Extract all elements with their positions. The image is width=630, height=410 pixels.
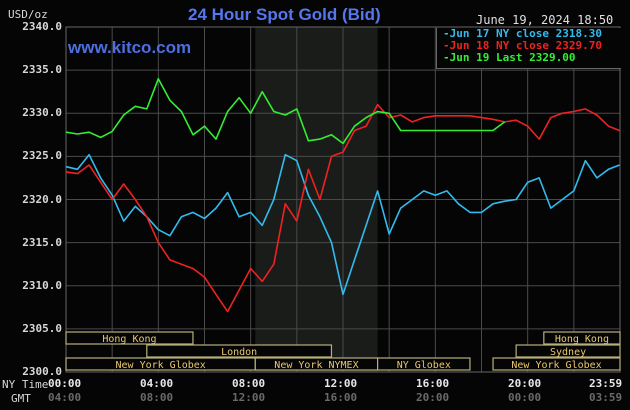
x-axis-label-ny: NY Time: [2, 378, 49, 391]
y-tick: 2335.0: [22, 63, 62, 76]
x-tick-gmt: 12:00: [232, 391, 266, 404]
legend-item-jun18: -Jun 18 NY close 2329.70: [443, 39, 602, 52]
y-tick: 2330.0: [22, 106, 62, 119]
price-series-line-2: [65, 78, 506, 145]
session-bar: [515, 344, 621, 358]
x-tick-gmt: 08:00: [140, 391, 174, 404]
legend-swatch-icon: -: [443, 27, 450, 40]
legend-item-jun17: -Jun 17 NY close 2318.30: [443, 27, 602, 40]
y-tick: 2325.0: [22, 149, 62, 162]
session-label: New York NYMEX: [274, 360, 358, 371]
legend-swatch-icon: -: [443, 39, 450, 52]
x-tick-gmt: 03:59: [589, 391, 623, 404]
session-label: NY Globex: [397, 360, 451, 371]
session-label: New York Globex: [511, 360, 601, 371]
x-tick-ny: 20:00: [508, 377, 542, 390]
x-tick-ny: 04:00: [140, 377, 174, 390]
price-series-line-0: [65, 153, 620, 296]
y-tick: 2340.0: [22, 20, 62, 33]
session-label: New York Globex: [115, 360, 205, 371]
session-bar: [377, 357, 471, 371]
y-tick: 2315.0: [22, 236, 62, 249]
session-bar: [65, 331, 194, 345]
y-tick: 2310.0: [22, 279, 62, 292]
x-tick-gmt: 16:00: [324, 391, 358, 404]
session-bar: [146, 344, 333, 358]
price-series-line-1: [65, 103, 620, 313]
session-label: London: [221, 347, 257, 358]
y-tick: 2300.0: [22, 365, 62, 378]
y-tick: 2320.0: [22, 193, 62, 206]
session-label: Hong Kong: [555, 334, 609, 345]
session-bar: [543, 331, 621, 345]
x-tick-gmt: 04:00: [48, 391, 82, 404]
session-label: Sydney: [550, 347, 586, 358]
session-bar: [492, 357, 621, 371]
session-label: Hong Kong: [102, 334, 156, 345]
x-tick-ny: 16:00: [416, 377, 450, 390]
x-axis-label-gmt: GMT: [11, 392, 31, 405]
x-tick-gmt: 00:00: [508, 391, 542, 404]
x-tick-ny: 00:00: [48, 377, 82, 390]
x-tick-gmt: 20:00: [416, 391, 450, 404]
chart-frame: [65, 26, 621, 373]
legend-item-jun19: -Jun 19 Last 2329.00: [443, 51, 576, 64]
legend-swatch-icon: -: [443, 51, 450, 64]
x-tick-ny: 08:00: [232, 377, 266, 390]
x-tick-ny: 12:00: [324, 377, 358, 390]
y-tick: 2305.0: [22, 322, 62, 335]
x-tick-ny: 23:59: [589, 377, 623, 390]
chart-timestamp: June 19, 2024 18:50: [476, 13, 614, 27]
y-axis-unit: USD/oz: [8, 8, 48, 21]
chart-legend: -Jun 17 NY close 2318.30 -Jun 18 NY clos…: [436, 28, 621, 69]
website-watermark: www.kitco.com: [68, 38, 192, 57]
